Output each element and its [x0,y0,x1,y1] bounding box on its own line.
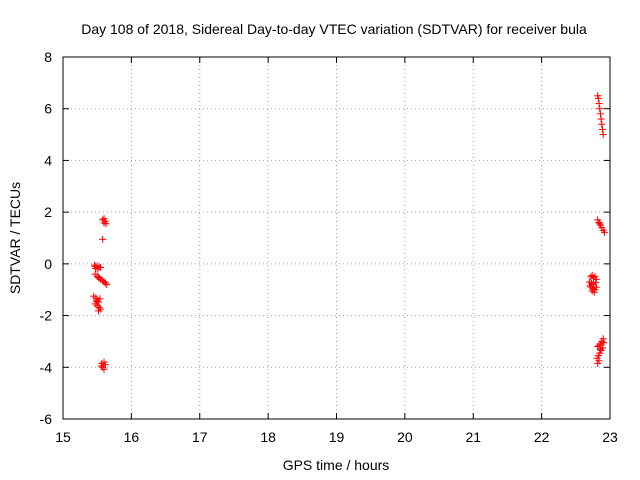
data-point [95,307,103,315]
data-point [99,235,107,243]
x-tick-label: 20 [397,429,413,445]
data-point [96,295,104,303]
data-point [102,220,110,228]
data-point [592,275,600,283]
x-tick-label: 21 [465,429,481,445]
x-axis-label: GPS time / hours [283,457,390,473]
data-point [586,282,594,290]
data-point [596,220,604,228]
data-point [95,273,103,281]
x-tick-label: 18 [260,429,276,445]
data-points [90,92,609,373]
y-axis-label: SDTVAR / TECUs [7,182,23,294]
y-tick-label: 2 [44,204,52,220]
x-tick-label: 15 [55,429,71,445]
x-axis: 15 16 17 18 19 20 21 22 23 [55,57,618,445]
data-point [601,228,609,236]
data-point [596,345,604,353]
data-point [597,115,605,123]
y-tick-label: -6 [40,411,53,427]
x-tick-label: 17 [192,429,208,445]
grid-lines [63,57,610,419]
data-point [95,303,103,311]
x-tick-label: 22 [534,429,550,445]
y-tick-label: 0 [44,256,52,272]
data-point [594,94,602,102]
data-point [90,261,98,269]
data-point [598,125,606,133]
data-point [592,283,600,291]
data-point [600,339,608,347]
x-tick-label: 16 [124,429,140,445]
y-tick-label: 8 [44,49,52,65]
data-point [599,131,607,139]
y-axis: -6 -4 -2 0 2 4 6 8 [40,49,610,427]
y-tick-label: -4 [40,359,53,375]
data-point [595,100,603,108]
data-point [101,279,109,287]
x-tick-label: 23 [602,429,618,445]
data-point [594,359,602,367]
data-point [97,263,105,271]
data-point [598,120,606,128]
y-tick-label: 6 [44,101,52,117]
y-tick-label: 4 [44,152,52,168]
data-point [590,288,598,296]
data-point [596,105,604,113]
chart-title: Day 108 of 2018, Sidereal Day-to-day VTE… [81,21,587,37]
data-point [591,272,599,280]
y-tick-label: -2 [40,308,53,324]
x-tick-label: 19 [329,429,345,445]
data-point [596,110,604,118]
data-point [103,281,111,289]
data-point [592,278,600,286]
data-point [97,362,105,370]
